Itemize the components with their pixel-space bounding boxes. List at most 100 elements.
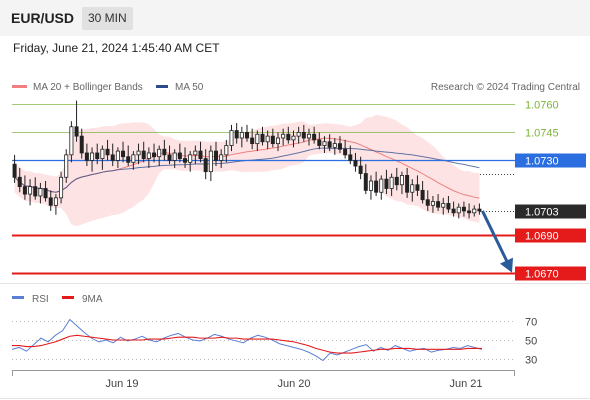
candle-body bbox=[363, 173, 368, 191]
candle-body bbox=[270, 135, 275, 145]
candle-body bbox=[198, 150, 203, 159]
candle-body bbox=[74, 126, 79, 137]
candle-body bbox=[374, 180, 379, 193]
support-tag bbox=[515, 266, 586, 281]
candle-body bbox=[456, 206, 461, 214]
legend-label-ma50: MA 50 bbox=[175, 82, 204, 93]
resistance-label: 1.0745 bbox=[525, 128, 559, 140]
candle-body bbox=[312, 133, 317, 141]
pivot-tag bbox=[515, 153, 586, 168]
candle-body bbox=[136, 150, 141, 156]
candle-body bbox=[399, 175, 404, 186]
candle-body bbox=[260, 133, 265, 143]
candle-body bbox=[17, 176, 22, 188]
candle-body bbox=[337, 143, 342, 150]
bollinger-band bbox=[14, 114, 480, 227]
legend-swatch-bollinger bbox=[12, 85, 27, 88]
candle-body bbox=[472, 208, 477, 214]
candle-body bbox=[394, 176, 399, 186]
candle-body bbox=[43, 188, 48, 199]
candle-body bbox=[389, 176, 394, 189]
candle-body bbox=[425, 199, 430, 206]
candle-body bbox=[69, 126, 74, 156]
candle-body bbox=[162, 148, 167, 156]
candle-body bbox=[384, 178, 389, 189]
candle-body bbox=[38, 188, 43, 197]
support-label: 1.0670 bbox=[525, 269, 559, 281]
candle-body bbox=[203, 158, 208, 173]
candle-body bbox=[332, 143, 337, 148]
candle-body bbox=[100, 148, 105, 159]
candle-body bbox=[28, 186, 33, 195]
candle-body bbox=[177, 152, 182, 159]
last-price-label: 1.0703 bbox=[525, 207, 559, 219]
candle-body bbox=[327, 141, 332, 148]
candle-body bbox=[244, 131, 250, 139]
candle-body bbox=[415, 184, 420, 191]
candle-body bbox=[48, 197, 53, 206]
candle-body bbox=[12, 163, 17, 178]
candle-body bbox=[420, 189, 425, 201]
forecast-arrow-head bbox=[500, 257, 513, 273]
candle-body bbox=[208, 150, 213, 173]
candle-body bbox=[286, 133, 291, 141]
forecast-arrow bbox=[481, 210, 511, 267]
rsi-line bbox=[11, 318, 483, 362]
candle-body bbox=[239, 131, 244, 139]
candle-body bbox=[152, 152, 157, 158]
support-label: 1.0690 bbox=[525, 231, 559, 243]
candle-body bbox=[110, 154, 115, 161]
timestamp: Friday, June 21, 2024 1:45:40 AM CET bbox=[13, 41, 220, 55]
candle-body bbox=[436, 201, 441, 208]
rsi-tick-label: 70 bbox=[525, 317, 537, 329]
candle-body bbox=[358, 165, 363, 174]
x-tick-label: Jun 20 bbox=[277, 378, 310, 390]
candle-body bbox=[188, 154, 193, 163]
candle-body bbox=[22, 186, 27, 195]
legend-label-9ma: 9MA bbox=[82, 294, 103, 305]
legend-label-bollinger: MA 20 + Bollinger Bands bbox=[33, 82, 143, 93]
legend-swatch-ma50 bbox=[156, 85, 168, 88]
interval-button[interactable]: 30 MIN bbox=[82, 7, 133, 30]
candle-body bbox=[115, 150, 120, 161]
candle-body bbox=[79, 135, 84, 154]
x-tick-label: Jun 21 bbox=[449, 378, 482, 390]
candle-body bbox=[477, 208, 482, 212]
symbol-title: EUR/USD bbox=[11, 10, 75, 26]
candle-body bbox=[141, 150, 146, 159]
candle-body bbox=[317, 139, 322, 146]
chart-header: EUR/USD 30 MIN bbox=[0, 0, 590, 36]
candle-body bbox=[234, 130, 239, 139]
candle-body bbox=[441, 203, 446, 208]
candle-body bbox=[410, 184, 415, 193]
candle-body bbox=[172, 152, 177, 161]
candle-body bbox=[105, 148, 110, 156]
candle-body bbox=[446, 203, 451, 210]
pivot-label: 1.0730 bbox=[525, 156, 559, 168]
candle-body bbox=[95, 152, 100, 159]
candle-body bbox=[281, 133, 286, 139]
candle-body bbox=[131, 154, 136, 163]
support-tag bbox=[515, 228, 586, 243]
candle-body bbox=[275, 137, 280, 145]
candle-body bbox=[291, 135, 296, 141]
candle-body bbox=[53, 197, 58, 206]
candle-body bbox=[306, 133, 311, 139]
candle-body bbox=[467, 210, 472, 214]
candle-body bbox=[255, 133, 260, 145]
candle-body bbox=[90, 152, 95, 161]
candle-body bbox=[229, 130, 234, 146]
copyright-text: Research © 2024 Trading Central bbox=[431, 82, 580, 93]
candle-body bbox=[430, 201, 435, 206]
candle-body bbox=[301, 131, 306, 139]
candle-body bbox=[146, 152, 151, 159]
candle-body bbox=[461, 206, 466, 212]
candle-body bbox=[33, 186, 38, 197]
legend-swatch-9ma bbox=[62, 296, 74, 299]
candle-body bbox=[126, 156, 131, 163]
candle-body bbox=[121, 150, 126, 158]
last-price-tag bbox=[515, 204, 586, 219]
candle-body bbox=[250, 137, 255, 145]
